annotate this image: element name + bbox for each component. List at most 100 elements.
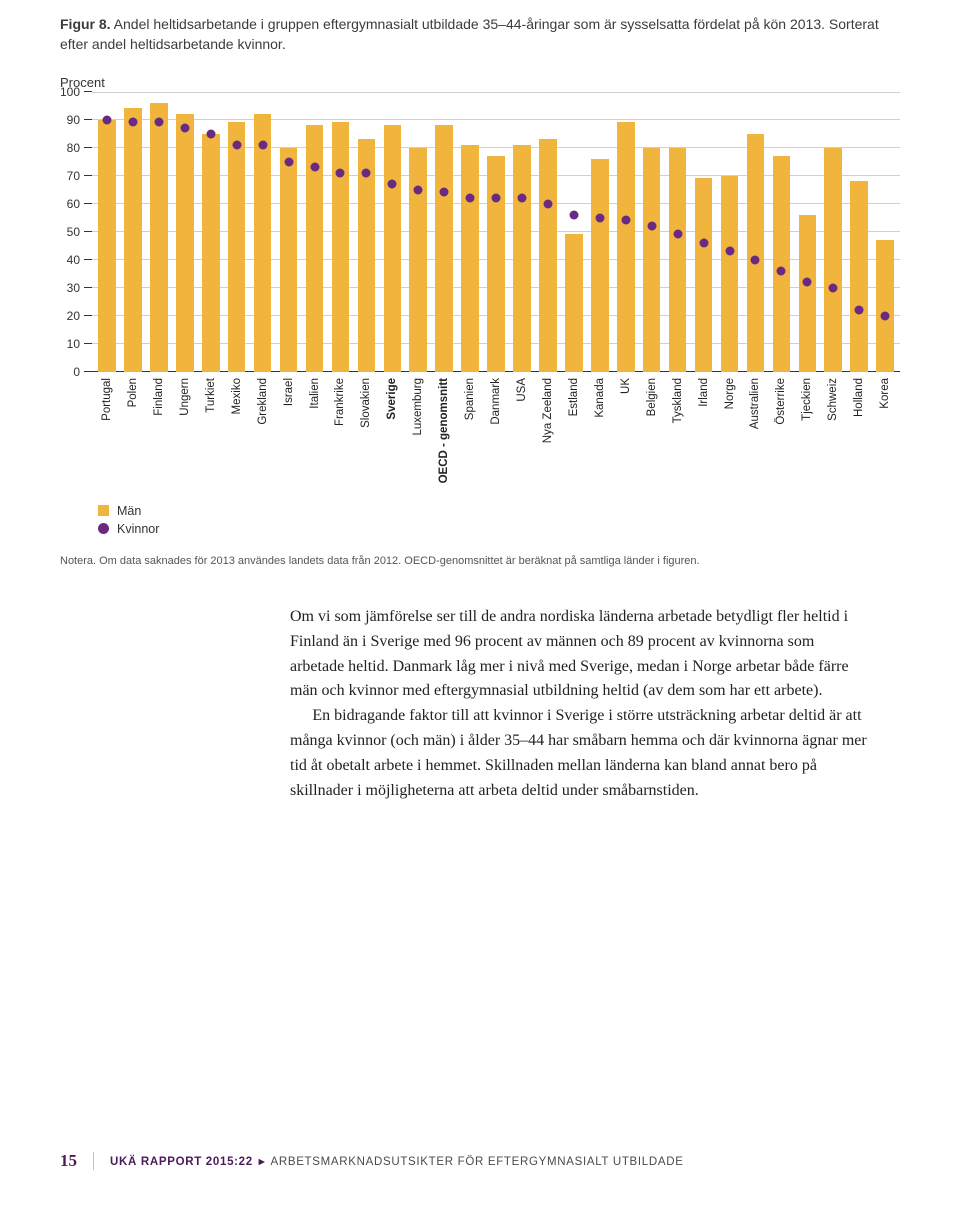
legend-women-label: Kvinnor (117, 522, 159, 536)
plot-area: PortugalPolenFinlandUngernTurkietMexikoG… (92, 92, 900, 372)
dot-women (673, 230, 682, 239)
bar-men (721, 176, 739, 372)
footer-report: UKÄ RAPPORT 2015:22 (110, 1156, 253, 1168)
bar-men (747, 134, 765, 372)
x-label: Schweiz (827, 372, 839, 421)
dot-women (569, 210, 578, 219)
x-label: Estland (568, 372, 580, 416)
chart-column: Luxemburg (407, 92, 429, 372)
y-axis: 1009080706050403020100 (60, 92, 92, 372)
bar-men (124, 108, 142, 371)
chart-column: Belgien (641, 92, 663, 372)
body-text: Om vi som jämförelse ser till de andra n… (290, 605, 870, 803)
footer-subtitle: ARBETSMARKNADSUTSIKTER FÖR EFTERGYMNASIA… (270, 1156, 683, 1168)
x-label: Kanada (594, 372, 606, 418)
dot-women (440, 188, 449, 197)
chart-column: Spanien (459, 92, 481, 372)
chart-column: Finland (148, 92, 170, 372)
x-label: UK (620, 372, 632, 394)
bar-men (150, 103, 168, 372)
x-label: Polen (127, 372, 139, 407)
bar-men (695, 178, 713, 371)
bar-men (824, 148, 842, 372)
bar-men (487, 156, 505, 372)
dot-women (258, 140, 267, 149)
bars-container: PortugalPolenFinlandUngernTurkietMexikoG… (92, 92, 900, 372)
bar-men (643, 148, 661, 372)
bar-men (176, 114, 194, 372)
chart-column: Ungern (174, 92, 196, 372)
x-label: Australien (749, 372, 761, 429)
x-label: Sverige (386, 372, 398, 420)
dot-women (206, 129, 215, 138)
chart-column: Kanada (589, 92, 611, 372)
bar-men (617, 122, 635, 371)
x-label: Irland (698, 372, 710, 407)
chart-column: Tyskland (667, 92, 689, 372)
bar-men (799, 215, 817, 372)
bar-men (384, 125, 402, 371)
bar-men (513, 145, 531, 372)
dot-women (803, 278, 812, 287)
chart-column: Danmark (485, 92, 507, 372)
chart-column: Holland (848, 92, 870, 372)
x-label: Holland (853, 372, 865, 417)
bar-men (435, 125, 453, 371)
bar-men (773, 156, 791, 372)
x-label: Israel (283, 372, 295, 406)
dot-women (154, 118, 163, 127)
bar-men (669, 148, 687, 372)
x-label: Nya Zeeland (542, 372, 554, 443)
x-label: USA (516, 372, 528, 402)
x-label: Luxemburg (412, 372, 424, 436)
bar-men (332, 122, 350, 371)
page-number: 15 (60, 1151, 77, 1171)
x-label: Portugal (101, 372, 113, 421)
x-label: OECD - genomsnitt (438, 372, 450, 483)
arrow-icon: ▸ (257, 1156, 267, 1168)
dot-women (621, 216, 630, 225)
bar-men (202, 134, 220, 372)
chart-column: Nya Zeeland (537, 92, 559, 372)
dot-women (388, 180, 397, 189)
paragraph-2: En bidragande faktor till att kvinnor i … (290, 704, 870, 803)
footer-text: UKÄ RAPPORT 2015:22 ▸ ARBETSMARKNADSUTSI… (110, 1154, 684, 1168)
chart-column: UK (615, 92, 637, 372)
x-label: Tyskland (672, 372, 684, 423)
dot-women (699, 238, 708, 247)
x-label: Danmark (490, 372, 502, 425)
legend: Män Kvinnor (98, 504, 900, 536)
chart-column: Norge (719, 92, 741, 372)
chart-column: Frankrike (329, 92, 351, 372)
dot-women (595, 213, 604, 222)
dot-women (232, 140, 241, 149)
chart-column: Slovakien (355, 92, 377, 372)
x-label: Tjeckien (801, 372, 813, 421)
bar-men (876, 240, 894, 372)
x-label: Ungern (179, 372, 191, 416)
chart-column: OECD - genomsnitt (433, 92, 455, 372)
dot-women (466, 194, 475, 203)
bar-men (591, 159, 609, 372)
chart-column: Tjeckien (796, 92, 818, 372)
dot-women (414, 185, 423, 194)
x-label: Österrike (775, 372, 787, 425)
chart-column: Schweiz (822, 92, 844, 372)
dot-women (362, 168, 371, 177)
x-label: Mexiko (231, 372, 243, 414)
bar-men (228, 122, 246, 371)
chart-column: Israel (278, 92, 300, 372)
chart-column: Korea (874, 92, 896, 372)
x-label: Korea (879, 372, 891, 409)
chart-column: Turkiet (200, 92, 222, 372)
bar-men (280, 148, 298, 372)
chart-column: Portugal (96, 92, 118, 372)
chart-column: Australien (744, 92, 766, 372)
legend-women: Kvinnor (98, 522, 900, 536)
bar-men (254, 114, 272, 372)
dot-women (284, 157, 293, 166)
page-footer: 15 UKÄ RAPPORT 2015:22 ▸ ARBETSMARKNADSU… (60, 1151, 900, 1171)
chart-column: USA (511, 92, 533, 372)
dot-women (829, 283, 838, 292)
legend-men-label: Män (117, 504, 141, 518)
